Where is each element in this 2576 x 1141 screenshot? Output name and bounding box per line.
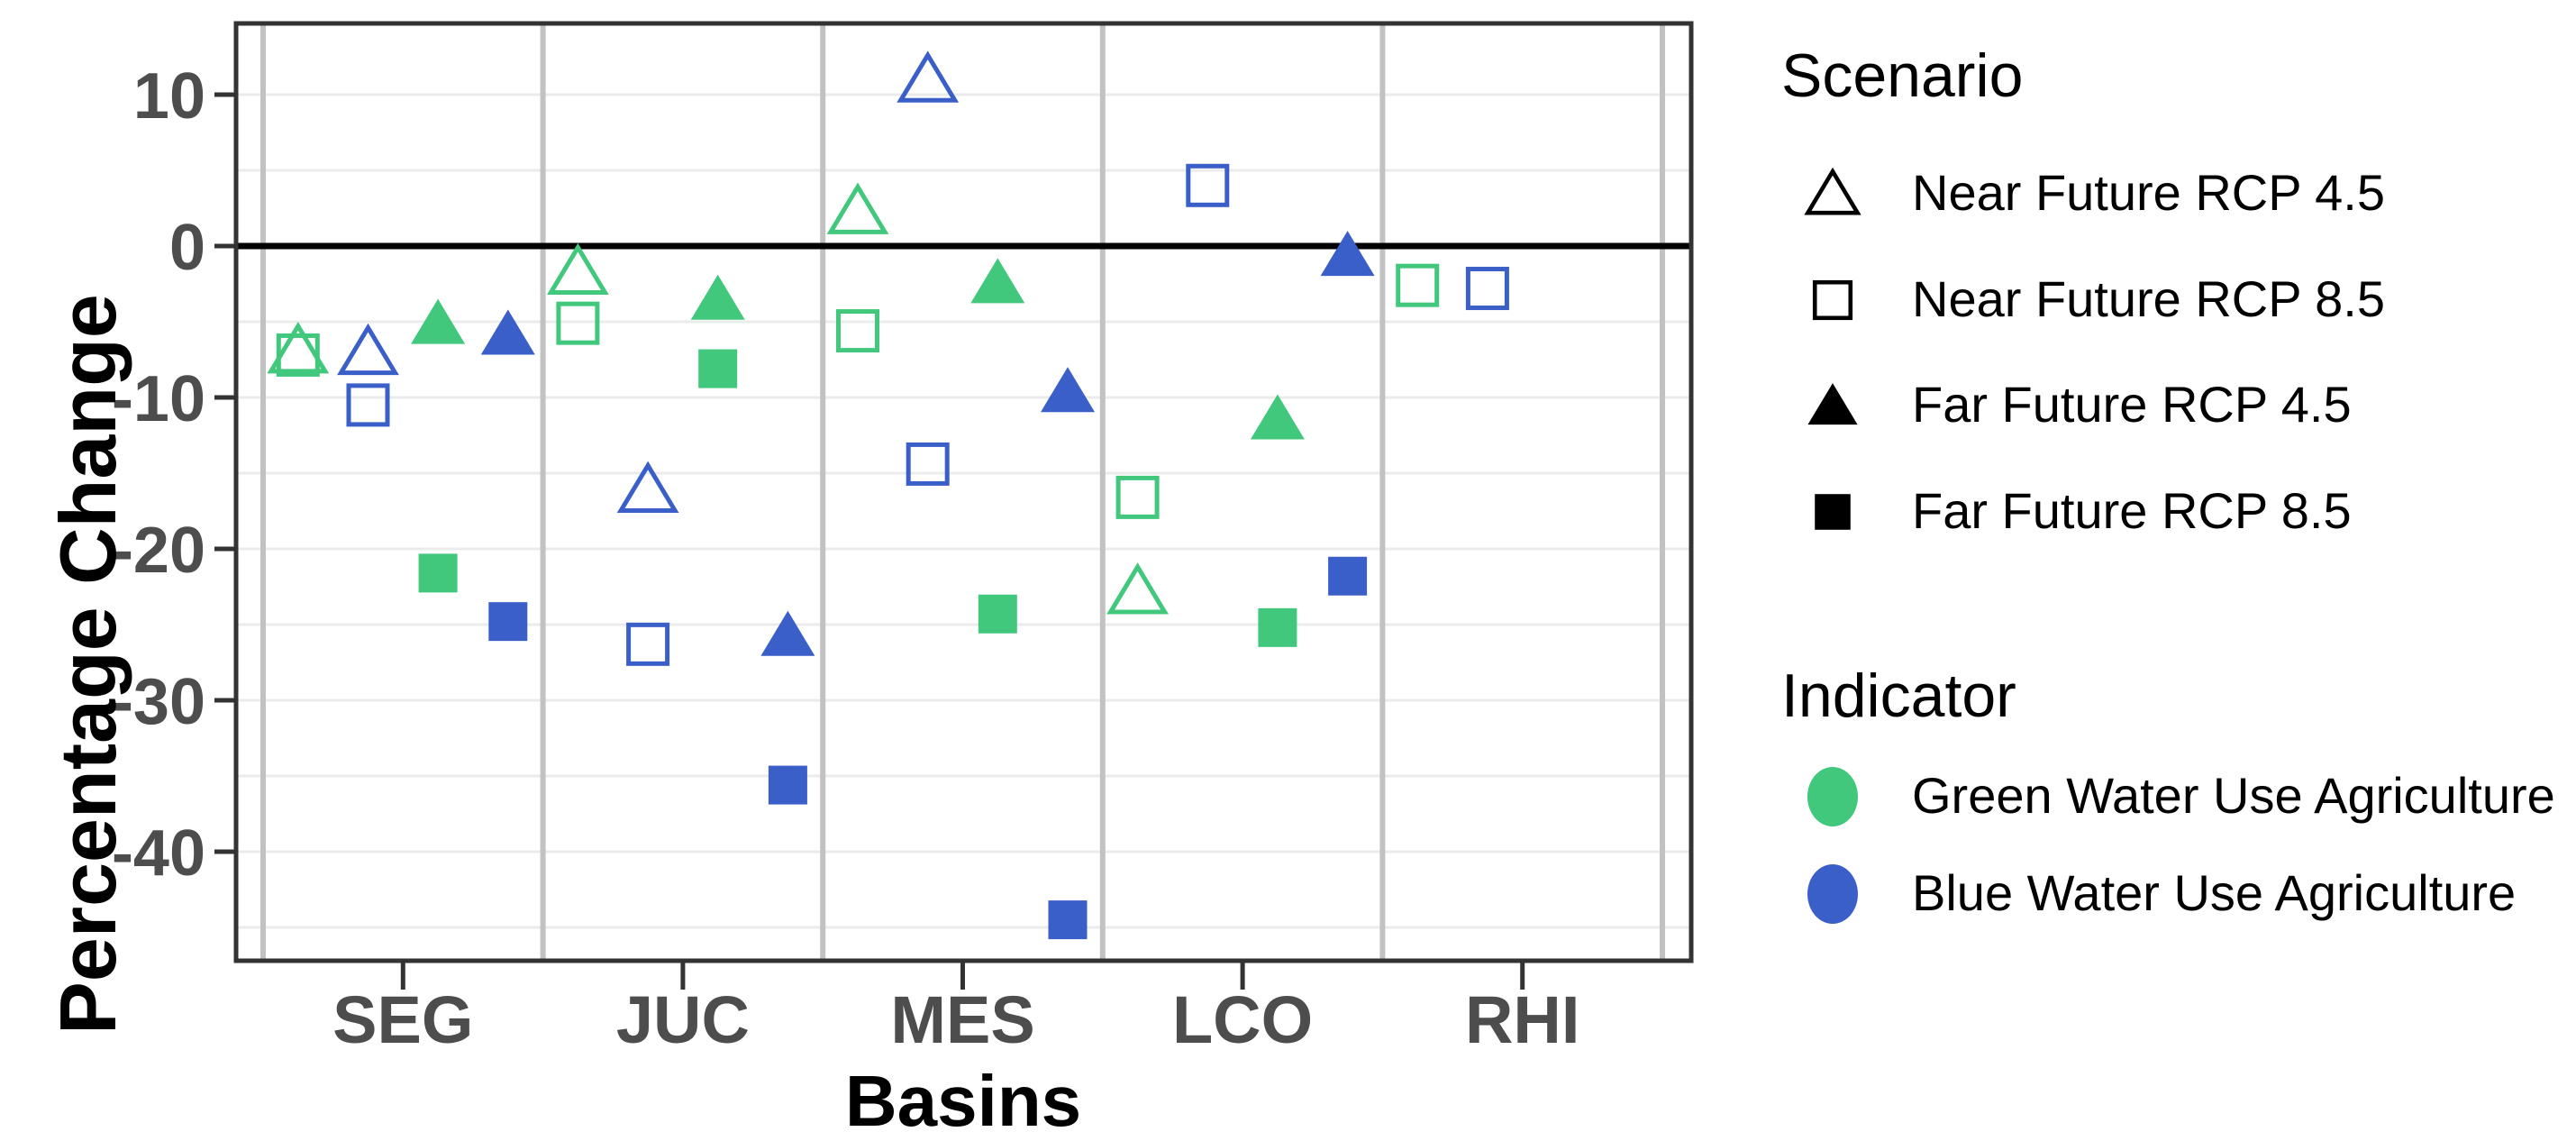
panel-background [236, 23, 1691, 961]
legend: Scenario Near Future RCP 4.5 Near Future … [1781, 0, 2576, 1141]
legend-item-far-future-rcp-4-5: Far Future RCP 4.5 [1781, 354, 2352, 453]
x-tick-label: MES [890, 982, 1034, 1057]
circle-green-icon [1807, 767, 1858, 826]
y-tick-label: 10 [133, 60, 205, 132]
point-MES-green-far-square [978, 594, 1017, 634]
legend-item-label: Far Future RCP 8.5 [1912, 481, 2352, 539]
point-MES-green-far-triangle [970, 258, 1025, 304]
point-RHI-green-near-square [1396, 263, 1440, 307]
point-JUC-green-near-square [556, 301, 600, 345]
point-MES-blue-far-triangle [1041, 367, 1095, 413]
point-JUC-green-far-triangle [690, 274, 745, 320]
legend-item-far-future-rcp-8-5: Far Future RCP 8.5 [1781, 461, 2352, 560]
legend-item-green-water-use-agriculture: Green Water Use Agriculture [1781, 745, 2555, 844]
point-LCO-blue-far-square [1328, 556, 1368, 596]
y-tick-label: -20 [112, 515, 205, 587]
point-JUC-blue-far-square [768, 765, 807, 805]
point-MES-blue-far-square [1048, 900, 1088, 940]
point-LCO-green-near-triangle [1106, 562, 1170, 615]
point-MES-blue-near-triangle [897, 50, 960, 103]
point-SEG-green-far-triangle [411, 298, 466, 344]
square-solid-icon [1815, 494, 1851, 530]
x-tick-label: LCO [1172, 982, 1313, 1057]
point-LCO-blue-near-square [1186, 163, 1230, 207]
legend-item-label: Near Future RCP 4.5 [1912, 163, 2385, 221]
circle-blue-icon [1807, 864, 1858, 924]
point-LCO-green-far-triangle [1250, 394, 1305, 440]
point-MES-blue-near-square [906, 442, 950, 486]
point-MES-green-near-square [836, 309, 879, 353]
point-LCO-green-far-square [1258, 607, 1297, 647]
point-JUC-green-near-triangle [546, 242, 609, 296]
point-JUC-blue-near-triangle [616, 461, 679, 513]
y-tick-label: -40 [112, 817, 205, 890]
point-JUC-green-far-square [698, 349, 738, 388]
x-tick-label: SEG [332, 982, 473, 1057]
point-LCO-blue-far-triangle [1320, 231, 1375, 277]
point-SEG-green-near-triangle [267, 322, 330, 374]
point-JUC-blue-near-square [626, 622, 670, 666]
legend-item-label: Green Water Use Agriculture [1912, 766, 2555, 824]
x-tick-label: JUC [616, 982, 750, 1057]
point-MES-green-near-triangle [826, 182, 889, 234]
point-SEG-blue-far-square [488, 602, 528, 642]
point-RHI-blue-near-square [1465, 267, 1509, 311]
x-axis-title: Basins [844, 1061, 1082, 1141]
y-axis-title: Percentage Change [43, 294, 132, 1035]
triangle-open-icon [1804, 167, 1861, 215]
legend-scenario-title: Scenario [1781, 41, 2024, 110]
point-SEG-blue-far-triangle [480, 309, 535, 355]
point-JUC-blue-far-triangle [760, 610, 815, 656]
legend-item-blue-water-use-agriculture: Blue Water Use Agriculture [1781, 843, 2516, 942]
point-SEG-blue-near-triangle [337, 323, 399, 376]
point-SEG-green-far-square [418, 553, 458, 593]
y-tick-label: 0 [169, 212, 205, 284]
legend-item-near-future-rcp-4-5: Near Future RCP 4.5 [1781, 142, 2385, 242]
y-tick-label: -10 [112, 363, 205, 435]
legend-item-label: Far Future RCP 4.5 [1912, 375, 2352, 433]
point-LCO-green-near-square [1115, 475, 1160, 519]
legend-item-label: Near Future RCP 8.5 [1912, 269, 2385, 327]
legend-indicator-title: Indicator [1781, 662, 2016, 730]
triangle-solid-icon [1807, 383, 1858, 425]
legend-item-near-future-rcp-8-5: Near Future RCP 8.5 [1781, 249, 2385, 348]
point-SEG-blue-near-square [346, 383, 390, 427]
point-SEG-green-near-square [276, 333, 320, 377]
x-tick-label: RHI [1465, 982, 1579, 1057]
legend-item-label: Blue Water Use Agriculture [1912, 863, 2517, 921]
y-tick-label: -30 [112, 666, 205, 738]
square-open-icon [1812, 279, 1853, 321]
panel-border [233, 21, 1694, 963]
